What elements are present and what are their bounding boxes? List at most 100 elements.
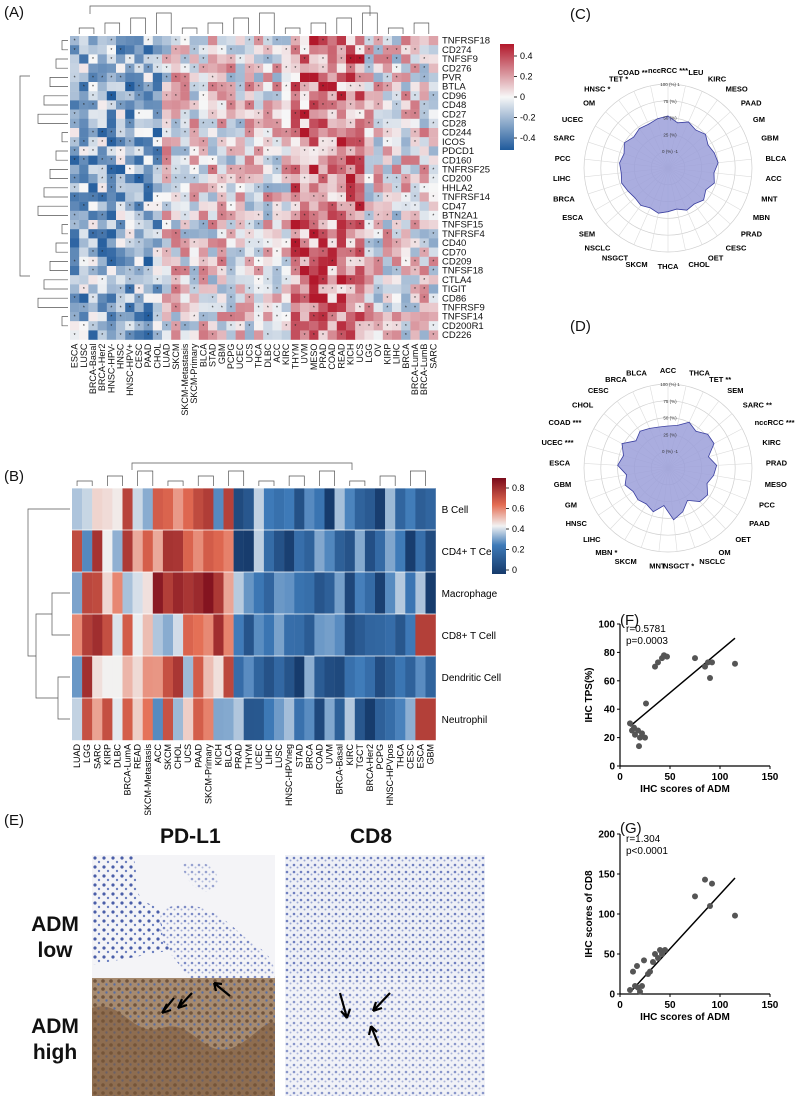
heatmap-cell [226,164,236,175]
heatmap-cell [208,137,218,147]
heatmap-cell [382,146,393,156]
heatmap-cell [235,284,245,294]
heatmap-cell [125,284,135,294]
heatmap-cell [364,530,376,573]
heatmap-cell [281,128,291,138]
heatmap-cell [198,229,209,239]
heatmap-cell [392,192,402,202]
colorbar-tick-label: 0.2 [520,72,533,82]
heatmap-cell [208,284,218,294]
heatmap-cell [152,321,163,331]
heatmap-cell [72,656,83,699]
column-label: TGCT [355,744,365,769]
heatmap-cell [171,72,181,83]
heatmap-cell [180,266,190,276]
heatmap-cell [180,293,190,303]
heatmap-cell [189,146,199,156]
significance-mark: * [101,250,103,256]
heatmap-cell [88,72,98,83]
heatmap-cell [189,201,199,211]
radar-category-label: UCEC *** [541,438,573,447]
heatmap-cell [143,128,153,138]
heatmap-cell [364,275,374,285]
heatmap-cell [284,656,295,699]
heatmap-cell [180,247,190,257]
significance-mark: * [377,195,379,201]
significance-mark: * [294,85,296,91]
dendrogram-branch [37,297,68,308]
heatmap-cell [162,238,172,248]
significance-mark: * [276,158,278,164]
significance-mark: * [386,333,388,339]
heatmap-cell [318,302,328,313]
heatmap-cell [300,100,310,110]
heatmap-cell [405,572,416,615]
heatmap-cell [401,118,411,129]
heatmap-cell [318,54,328,64]
heatmap-cell [281,192,291,202]
significance-mark: * [138,223,140,229]
significance-mark: * [248,177,250,183]
heatmap-cell [217,164,227,175]
significance-mark: * [120,204,122,210]
row-label: CD160 [442,155,472,166]
significance-mark: * [92,57,94,63]
significance-mark: * [423,287,425,293]
heatmap-cell [309,192,319,202]
heatmap-cell [290,229,301,239]
heatmap-cell [171,63,181,73]
heatmap-cell [382,312,393,322]
heatmap-cell [327,155,337,165]
radar-ring-label: 50 (%) [663,416,677,421]
heatmap-cell [79,275,89,285]
significance-mark: * [74,121,76,127]
significance-mark: * [184,112,186,118]
heatmap-cell [364,63,374,73]
heatmap-cell [235,201,245,211]
heatmap-cell [344,530,355,573]
heatmap-cell [385,698,396,741]
heatmap-cell [134,54,144,64]
radar-category-label: THCA [658,262,679,271]
significance-mark: * [396,223,398,229]
significance-mark: * [258,305,260,311]
heatmap-cell [97,266,107,276]
heatmap-cell [281,247,291,257]
heatmap-cell [327,82,337,92]
heatmap-cell [143,238,153,248]
significance-mark: * [423,250,425,256]
significance-mark: * [267,140,269,146]
heatmap-cell [272,247,282,257]
data-point [664,653,670,660]
heatmap-cell [79,54,89,64]
heatmap-cell [281,302,291,313]
heatmap-cell [226,266,236,276]
heatmap-cell [309,128,319,138]
panel-label-e: (E) [4,812,24,829]
significance-mark: * [120,333,122,339]
heatmap-cell [132,614,143,657]
significance-mark: * [432,333,434,339]
heatmap-cell [198,72,209,83]
heatmap-cell [244,229,255,239]
column-label: BRCA-Her2 [365,744,375,792]
heatmap-cell [189,45,199,55]
significance-mark: * [331,94,333,100]
x-tick-label: 100 [712,772,729,783]
significance-mark: * [184,177,186,183]
heatmap-cell [346,100,356,110]
heatmap-cell [364,72,374,83]
heatmap-cell [309,220,319,230]
heatmap-cell [116,192,126,202]
significance-mark: * [313,103,315,109]
heatmap-cell [102,698,113,741]
significance-mark: * [92,324,94,330]
row-label: TIGIT [442,284,466,295]
dendrogram-branch [37,205,68,216]
row-label: CD28 [442,119,466,130]
heatmap-cell [152,312,163,322]
heatmap-cell [233,614,244,657]
significance-mark: * [340,186,342,192]
x-tick-label: 0 [617,1000,623,1011]
significance-mark: * [129,140,131,146]
